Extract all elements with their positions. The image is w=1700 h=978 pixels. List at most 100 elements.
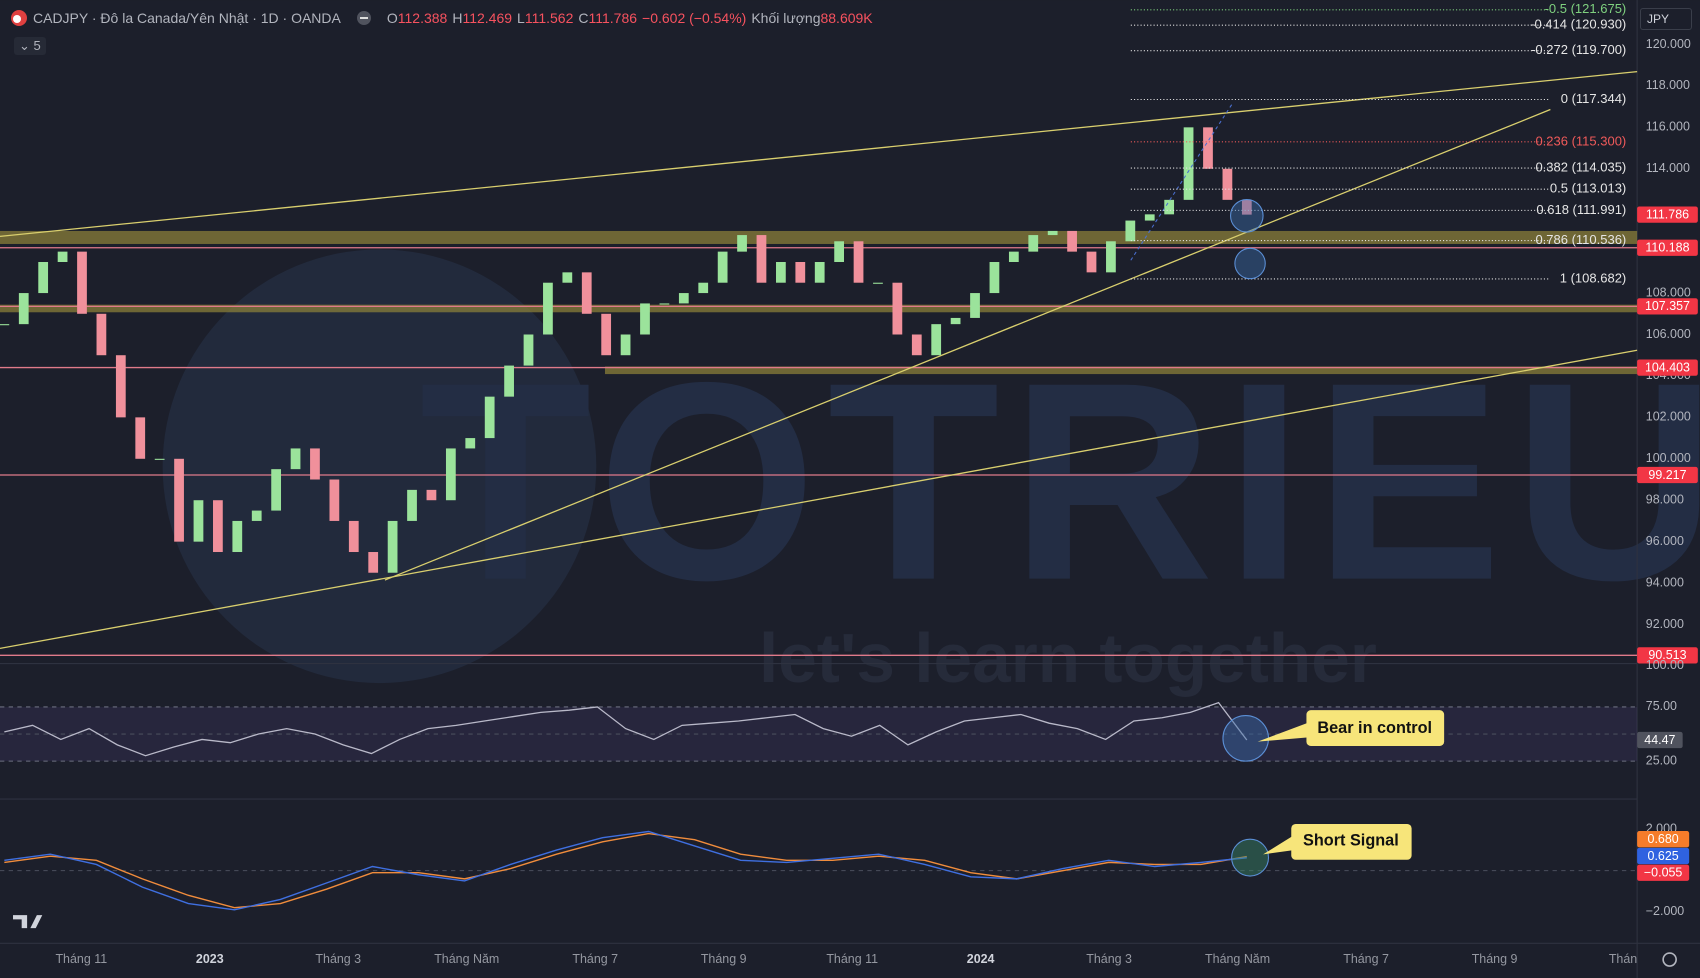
fib-label: 1 (108.682) [1560,270,1627,285]
candle [348,520,359,553]
candle [581,272,592,314]
candle [0,324,10,326]
candle [1241,199,1252,215]
ohlc-value: 111.786 [588,10,638,26]
macd-tick-label: −2.000 [1646,904,1685,918]
time-label: Tháng Năm [434,952,499,966]
candle [737,235,747,252]
hide-button[interactable] [356,10,372,26]
time-label: Tháng 3 [1086,952,1132,966]
highlight-circle [1231,838,1270,877]
trend-line [384,108,1551,581]
time-label: Tháng 7 [1343,952,1389,966]
candle [1067,230,1077,252]
candle [776,261,786,283]
candle [814,261,825,283]
ohlc-value: 112.388 [397,10,448,26]
candle [1028,235,1039,252]
candle [174,458,184,542]
candle [504,365,514,397]
candle [989,261,1000,294]
price-tick-label: 106.000 [1646,327,1691,341]
candle [853,241,864,283]
time-label: Tháng Năm [1205,952,1270,966]
macd-tag [1637,864,1690,881]
highlight-circle [1230,198,1264,233]
rsi-tick-label: 25.00 [1646,753,1677,767]
fib-label: -0.272 (119.700) [1531,42,1626,57]
candle [1125,220,1136,242]
rsi-tag-label: 44.47 [1644,733,1675,747]
price-tag [1637,298,1698,315]
candle [329,479,340,521]
candle [698,282,709,294]
trend-line [0,70,1638,238]
candle [717,251,728,283]
axes: 120.000 118.000 116.000 114.000 108.000 106.0… [55,37,1698,966]
candle [931,324,942,356]
time-label: Tháng 11 [55,952,107,966]
support-zone [604,366,1638,375]
symbol[interactable]: CADJPY · Đô la Canada/Yên Nhật · 1D · OA… [33,10,341,26]
candle [484,396,495,439]
ohlc-key: O [386,10,398,26]
macd-macd-line [4,830,1247,911]
ohlc-key: L [517,10,525,26]
macd-tag-label: 0.680 [1648,832,1679,846]
volume: 88.609K [820,10,873,26]
time-label: Tháng 3 [315,952,361,966]
candle [271,469,282,511]
currency[interactable]: JPY [1639,8,1692,30]
candle [251,510,262,521]
macd-signal-line [4,832,1247,909]
macd-tag-label: −0.055 [1644,866,1683,880]
header: CADJPY · Đô la Canada/Yên Nhật · 1D · OA… [10,9,873,27]
price-tick-label: 116.000 [1646,120,1690,134]
candle [892,282,903,335]
fib-label: 0.786 (110.536) [1535,232,1626,247]
watermark-logo [162,249,597,684]
candle [135,417,146,459]
candle [1047,230,1058,236]
candle [38,261,49,294]
settings-icon[interactable] [1662,952,1677,967]
callout-box [1291,824,1412,860]
candle [1203,127,1213,169]
price-tag-label: 111.786 [1646,207,1689,221]
candle [659,303,670,305]
fib-label: 0 (117.344) [1561,91,1627,106]
candle [562,272,573,283]
symbol-logo [11,10,27,26]
candle [795,261,806,283]
time-label: Tháng 11 [826,952,878,966]
ohlc-value: 111.562 [524,10,574,26]
candle [57,251,68,262]
candle [640,303,650,335]
candle [678,293,689,304]
rsi-tick-label: 100.00 [1646,658,1684,672]
candle [834,241,845,262]
candle [1086,251,1097,273]
price-tag-label: 104.403 [1645,360,1690,374]
candle [154,458,165,460]
candle [387,520,398,573]
fib-label: 0.236 (115.300) [1535,133,1626,148]
indicator-toggle[interactable]: ⌄ 5 [14,37,46,55]
fib-label: 0.5 (113.013) [1550,181,1626,196]
indicator-count: 5 [33,38,41,53]
support-zone [0,230,1638,244]
candle [523,334,534,366]
candle [18,293,29,325]
price-tag-label: 107.357 [1645,299,1690,313]
fib-anchor [1130,102,1234,261]
candle [445,448,456,501]
candle [77,251,87,314]
highlight-circle [1234,247,1266,280]
time-label: Tháng 9 [701,952,747,966]
callout-box [1306,710,1445,746]
candle [310,448,320,480]
candle [873,282,883,284]
ohlc-item: O112.388 [387,10,447,26]
